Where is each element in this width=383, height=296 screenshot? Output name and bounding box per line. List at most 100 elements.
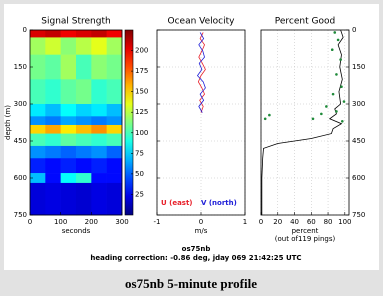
heatmap-cell: [45, 79, 61, 104]
heatmap-cell: [30, 30, 46, 38]
figure: os75nb heading correction: -0.86 deg, jd…: [0, 0, 383, 296]
y-tick-label: 300: [352, 100, 365, 108]
heatmap-cell: [30, 146, 46, 159]
colorbar-tick-label: 150: [135, 88, 148, 96]
x-tick-label: 1: [243, 218, 247, 226]
heatmap-cell: [91, 134, 107, 147]
heatmap-cell: [91, 173, 107, 183]
data-point: [335, 73, 338, 76]
heatmap-cell: [107, 104, 123, 117]
colorbar-tick-label: 125: [135, 108, 148, 116]
heatmap-cell: [30, 79, 46, 104]
x-tick-label: 0: [199, 218, 203, 226]
colorbar: [125, 30, 133, 215]
heatmap-cell: [45, 104, 61, 117]
heatmap-cell: [107, 79, 123, 104]
heatmap-cell: [61, 134, 77, 147]
heatmap-cell: [107, 116, 123, 125]
heatmap-cell: [91, 146, 107, 159]
colorbar-tick-label: 175: [135, 67, 148, 75]
heatmap-cell: [61, 173, 77, 183]
heatmap-cell: [76, 104, 92, 117]
y-tick-label: 450: [14, 137, 27, 145]
heatmap-cell: [45, 183, 61, 215]
data-point: [268, 114, 271, 117]
heatmap-cell: [30, 125, 46, 134]
x-tick-label: -1: [154, 218, 161, 226]
heatmap-cell: [76, 30, 92, 38]
colorbar-tick-label: 25: [135, 190, 144, 198]
panel-title: Percent Good: [275, 17, 335, 27]
x-tick-label: 300: [115, 218, 128, 226]
heatmap-cell: [76, 183, 92, 215]
heatmap-cell: [76, 116, 92, 125]
legend-entry: V (north): [201, 199, 237, 207]
heatmap-cell: [91, 30, 107, 38]
y-tick-label: 450: [352, 137, 365, 145]
y-axis-label: depth (m): [4, 105, 12, 140]
y-tick-label: 0: [352, 26, 356, 34]
heatmap-cell: [61, 125, 77, 134]
figure-subtitle: heading correction: -0.86 deg, jday 069 …: [90, 254, 301, 262]
heatmap-cell: [91, 79, 107, 104]
data-point: [340, 85, 343, 88]
panel-title: Signal Strength: [41, 17, 110, 27]
y-tick-label: 300: [14, 100, 27, 108]
heatmap-cell: [45, 158, 61, 173]
heatmap-cell: [107, 37, 123, 55]
heatmap-cell: [76, 158, 92, 173]
heatmap-cell: [30, 116, 46, 125]
heatmap-cell: [76, 125, 92, 134]
heatmap-cell: [45, 30, 61, 38]
y-tick-label: 150: [14, 63, 27, 71]
heatmap-cell: [91, 116, 107, 125]
data-point: [333, 31, 336, 34]
x-tick-label: 100: [338, 218, 351, 226]
heatmap-cell: [61, 158, 77, 173]
heatmap-cell: [76, 134, 92, 147]
heatmap-cell: [30, 134, 46, 147]
heatmap-cell: [76, 37, 92, 55]
x-tick-label: 100: [54, 218, 67, 226]
x-axis-label: m/s: [195, 227, 208, 235]
x-tick-label: 20: [273, 218, 282, 226]
heatmap-cell: [76, 146, 92, 159]
heatmap-cell: [61, 37, 77, 55]
heatmap-cell: [76, 55, 92, 80]
y-tick-label: 750: [352, 211, 365, 219]
heatmap-cell: [107, 173, 123, 183]
heatmap-cell: [61, 55, 77, 80]
x-tick-label: 0: [28, 218, 32, 226]
caption: os75nb 5-minute profile: [125, 276, 257, 291]
data-point: [335, 110, 338, 113]
heatmap-cell: [91, 183, 107, 215]
heatmap-cell: [30, 183, 46, 215]
heatmap-cell: [91, 104, 107, 117]
data-point: [341, 120, 344, 123]
x-tick-label: 0: [259, 218, 263, 226]
heatmap-cell: [30, 158, 46, 173]
data-point: [331, 48, 334, 51]
y-tick-label: 0: [23, 26, 27, 34]
heatmap-cell: [30, 37, 46, 55]
data-point: [337, 39, 340, 42]
data-point: [264, 118, 267, 121]
x-axis-label: percent: [292, 227, 319, 235]
y-tick-label: 600: [14, 174, 27, 182]
heatmap-cell: [91, 37, 107, 55]
heatmap-cell: [107, 30, 123, 38]
heatmap-cell: [61, 104, 77, 117]
colorbar-tick-label: 75: [135, 149, 144, 157]
heatmap-cell: [107, 134, 123, 147]
x-axis-sublabel: (out of119 pings): [275, 235, 336, 243]
heatmap-cell: [45, 134, 61, 147]
heatmap-cell: [45, 37, 61, 55]
y-tick-label: 600: [352, 174, 365, 182]
legend-entry: U (east): [161, 199, 193, 207]
heatmap-cell: [61, 146, 77, 159]
heatmap-cell: [45, 173, 61, 183]
heatmap-cell: [76, 173, 92, 183]
heatmap-cell: [107, 125, 123, 134]
heatmap-cell: [45, 146, 61, 159]
colorbar-tick-label: 200: [135, 47, 148, 55]
